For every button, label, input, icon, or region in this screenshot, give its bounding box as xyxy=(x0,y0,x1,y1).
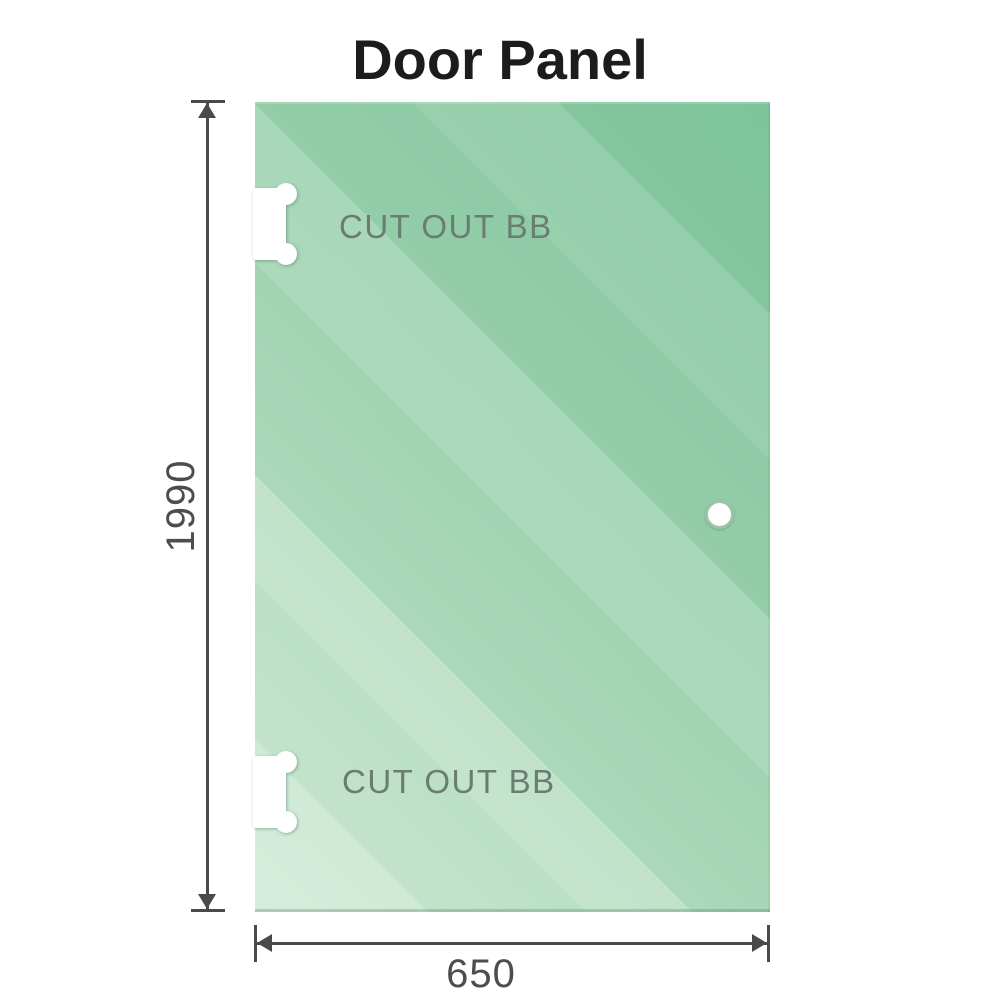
dimension-end-cap xyxy=(191,909,225,912)
page-title: Door Panel xyxy=(352,28,648,91)
hinge-cutout-top xyxy=(253,183,297,265)
dimension-line-horizontal xyxy=(255,942,770,945)
handle-hole xyxy=(705,500,734,529)
cutout-label-top: CUT OUT BB xyxy=(339,208,553,245)
dimension-end-cap xyxy=(767,925,770,962)
arrow-down-icon xyxy=(198,894,216,909)
cutout-label-bottom: CUT OUT BB xyxy=(342,763,556,800)
cutout-notch xyxy=(253,188,286,260)
cutout-notch xyxy=(253,756,286,828)
dimension-line-vertical xyxy=(206,100,209,912)
glass-panel: CUT OUT BB CUT OUT BB xyxy=(253,102,770,912)
hinge-cutout-bottom xyxy=(253,751,297,833)
height-value-label: 1990 xyxy=(159,459,203,553)
width-value-label: 650 xyxy=(446,952,516,996)
arrow-right-icon xyxy=(752,934,767,952)
